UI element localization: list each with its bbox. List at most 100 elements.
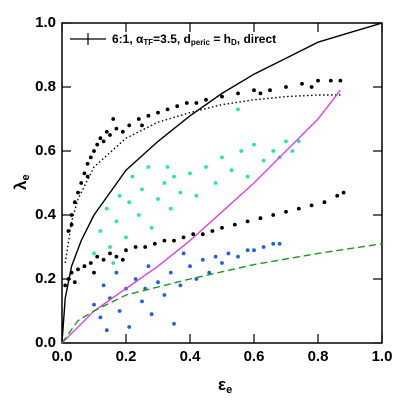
point bbox=[156, 110, 160, 115]
point bbox=[168, 206, 173, 211]
point bbox=[104, 129, 109, 134]
y-tick-label: 0.8 bbox=[35, 78, 56, 95]
point bbox=[117, 309, 122, 313]
point bbox=[95, 254, 100, 259]
point bbox=[300, 81, 304, 86]
point bbox=[111, 261, 116, 265]
point bbox=[172, 238, 176, 243]
point bbox=[236, 254, 240, 259]
point bbox=[72, 200, 77, 205]
point bbox=[296, 139, 301, 144]
point bbox=[290, 149, 295, 153]
curve bbox=[64, 94, 341, 264]
point bbox=[172, 174, 176, 179]
point bbox=[213, 181, 218, 185]
point bbox=[136, 117, 141, 121]
point bbox=[98, 229, 103, 233]
point bbox=[95, 142, 100, 147]
point bbox=[232, 222, 237, 227]
point bbox=[143, 245, 148, 249]
point bbox=[88, 155, 93, 160]
point bbox=[284, 85, 288, 89]
x-tick-label: 0.4 bbox=[180, 348, 202, 365]
point bbox=[92, 149, 96, 153]
curve bbox=[61, 22, 383, 344]
point bbox=[127, 325, 132, 329]
point bbox=[328, 78, 333, 83]
point bbox=[124, 248, 128, 253]
point bbox=[149, 225, 154, 230]
x-tick-label: 1.0 bbox=[372, 348, 393, 365]
point bbox=[277, 241, 282, 246]
point bbox=[271, 149, 276, 153]
point bbox=[207, 270, 212, 275]
point bbox=[66, 229, 71, 233]
point bbox=[117, 193, 122, 198]
plot-frame bbox=[61, 22, 383, 344]
point bbox=[63, 283, 68, 288]
point bbox=[165, 165, 170, 169]
point bbox=[220, 225, 224, 230]
point bbox=[309, 85, 314, 89]
y-tick-label: 0.6 bbox=[35, 142, 56, 159]
point bbox=[133, 245, 138, 249]
point bbox=[146, 264, 151, 269]
x-axis-label: εe bbox=[218, 375, 232, 395]
point bbox=[335, 193, 340, 198]
point bbox=[146, 165, 151, 169]
point bbox=[136, 213, 141, 217]
point bbox=[140, 187, 144, 192]
point bbox=[69, 222, 74, 227]
point bbox=[341, 190, 346, 195]
point bbox=[130, 174, 135, 179]
point bbox=[114, 254, 119, 259]
point bbox=[271, 213, 276, 217]
point bbox=[338, 78, 343, 83]
point bbox=[79, 181, 84, 185]
point bbox=[156, 197, 160, 201]
point bbox=[213, 254, 218, 259]
point bbox=[76, 190, 80, 195]
x-tick-label: 0.2 bbox=[116, 348, 137, 365]
point bbox=[268, 88, 272, 93]
point bbox=[191, 232, 196, 237]
point bbox=[284, 139, 288, 144]
point bbox=[236, 107, 240, 112]
point bbox=[108, 133, 112, 137]
point bbox=[271, 241, 276, 246]
point bbox=[245, 219, 250, 224]
point bbox=[188, 171, 192, 176]
point bbox=[104, 206, 109, 211]
point bbox=[239, 149, 244, 153]
point bbox=[101, 283, 106, 288]
point bbox=[165, 107, 170, 112]
point bbox=[178, 190, 183, 195]
point bbox=[204, 165, 208, 169]
curve bbox=[61, 89, 341, 344]
point bbox=[252, 88, 256, 93]
point bbox=[178, 283, 183, 288]
point bbox=[92, 251, 96, 256]
point bbox=[104, 328, 109, 333]
point bbox=[168, 270, 173, 275]
point bbox=[149, 312, 154, 317]
point bbox=[252, 142, 256, 147]
point bbox=[194, 101, 199, 105]
point bbox=[114, 126, 119, 131]
point bbox=[229, 168, 234, 173]
point bbox=[245, 248, 250, 253]
point bbox=[120, 257, 125, 262]
point bbox=[82, 264, 87, 269]
point bbox=[120, 129, 125, 134]
x-tick-label: 0.0 bbox=[52, 348, 73, 365]
point bbox=[140, 123, 144, 128]
point bbox=[172, 321, 176, 326]
point bbox=[76, 267, 80, 272]
point bbox=[101, 257, 106, 262]
point bbox=[220, 155, 224, 160]
legend-text: 6:1, αTF=3.5, dperic = hD, direct bbox=[112, 32, 276, 47]
y-axis-label: λe bbox=[11, 174, 31, 190]
point bbox=[200, 257, 205, 262]
